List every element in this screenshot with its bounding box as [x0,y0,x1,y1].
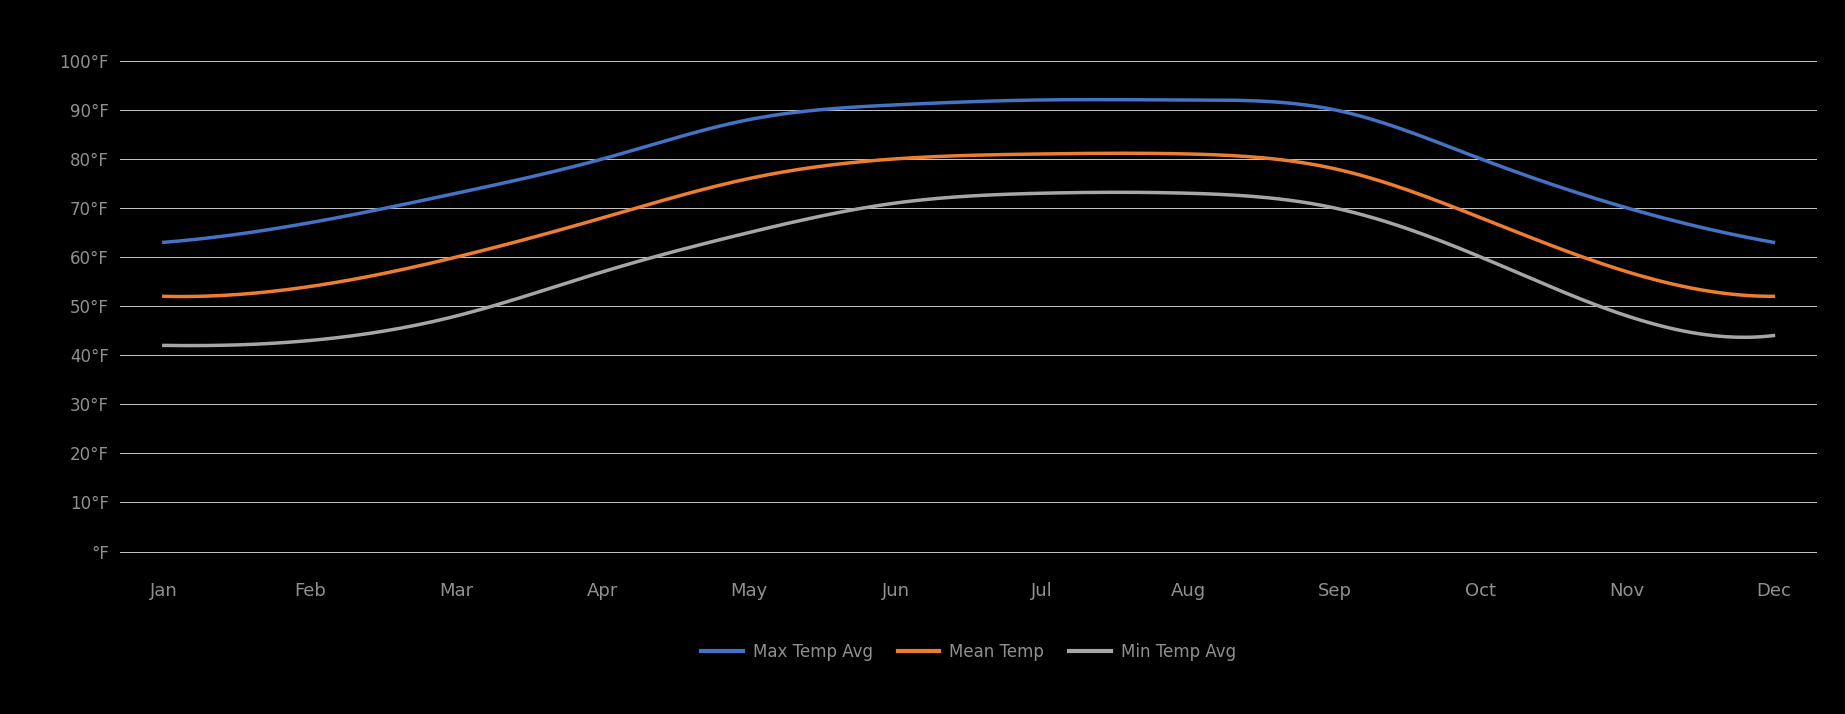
Legend: Max Temp Avg, Mean Temp, Min Temp Avg: Max Temp Avg, Mean Temp, Min Temp Avg [694,636,1244,668]
